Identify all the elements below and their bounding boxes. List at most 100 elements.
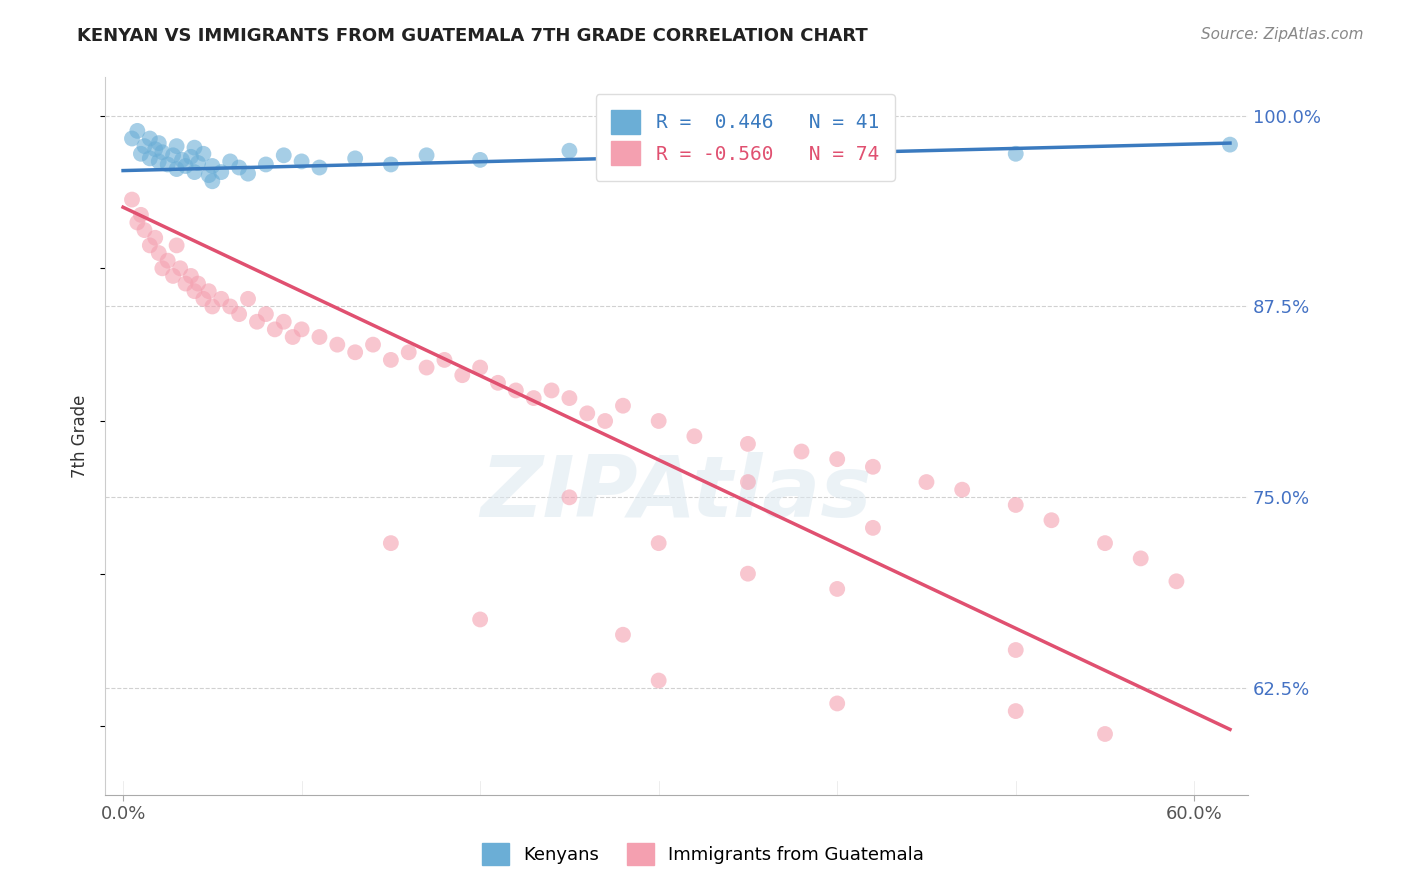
Point [180, 268, 202, 283]
Point [576, 406, 599, 420]
Point [236, 167, 259, 181]
Point [148, 136, 170, 150]
Point [398, 345, 420, 359]
Point [236, 292, 259, 306]
Point [1219, 137, 1241, 152]
Point [647, 150, 669, 164]
Point [209, 292, 232, 306]
Point [148, 154, 170, 169]
Point [219, 154, 242, 169]
Point [593, 414, 616, 428]
Point [162, 268, 184, 283]
Point [219, 300, 242, 314]
Point [612, 399, 634, 413]
Point [825, 452, 848, 467]
Y-axis label: 7th Grade: 7th Grade [72, 394, 89, 478]
Point [183, 165, 205, 179]
Point [737, 437, 759, 451]
Point [201, 159, 224, 173]
Point [121, 131, 143, 145]
Point [129, 146, 152, 161]
Point [415, 360, 437, 375]
Point [540, 384, 562, 398]
Point [263, 322, 285, 336]
Point [451, 368, 474, 383]
Point [209, 165, 232, 179]
Point [170, 153, 193, 167]
Point [183, 141, 205, 155]
Point [1040, 513, 1063, 527]
Point [174, 277, 197, 291]
Point [1004, 498, 1026, 512]
Point [612, 628, 634, 642]
Point [558, 391, 581, 405]
Point [150, 261, 173, 276]
Point [121, 193, 143, 207]
Point [254, 307, 277, 321]
Point [683, 429, 706, 443]
Point [558, 144, 581, 158]
Point [139, 131, 162, 145]
Point [174, 159, 197, 173]
Point [380, 157, 402, 171]
Point [361, 337, 384, 351]
Point [129, 208, 152, 222]
Point [915, 475, 938, 489]
Point [180, 150, 202, 164]
Point [1166, 574, 1188, 589]
Text: Source: ZipAtlas.com: Source: ZipAtlas.com [1201, 27, 1364, 42]
Point [197, 168, 219, 182]
Point [156, 253, 179, 268]
Point [308, 161, 330, 175]
Point [1004, 146, 1026, 161]
Point [505, 384, 527, 398]
Point [273, 315, 295, 329]
Point [150, 145, 173, 160]
Point [344, 152, 367, 166]
Point [201, 300, 224, 314]
Point [468, 612, 491, 626]
Point [134, 223, 156, 237]
Point [183, 284, 205, 298]
Point [169, 261, 191, 276]
Point [825, 697, 848, 711]
Point [143, 231, 166, 245]
Point [647, 536, 669, 550]
Point [254, 157, 277, 171]
Point [166, 139, 188, 153]
Point [737, 475, 759, 489]
Text: ZIPAtlas: ZIPAtlas [481, 452, 872, 535]
Point [148, 246, 170, 260]
Text: KENYAN VS IMMIGRANTS FROM GUATEMALA 7TH GRADE CORRELATION CHART: KENYAN VS IMMIGRANTS FROM GUATEMALA 7TH … [77, 27, 868, 45]
Point [201, 174, 224, 188]
Point [415, 148, 437, 162]
Point [127, 215, 149, 229]
Point [558, 491, 581, 505]
Point [433, 352, 456, 367]
Legend: R =  0.446   N = 41, R = -0.560   N = 74: R = 0.446 N = 41, R = -0.560 N = 74 [596, 95, 894, 181]
Point [380, 352, 402, 367]
Legend: Kenyans, Immigrants from Guatemala: Kenyans, Immigrants from Guatemala [472, 834, 934, 874]
Point [228, 161, 250, 175]
Point [380, 536, 402, 550]
Point [246, 315, 269, 329]
Point [187, 277, 209, 291]
Point [162, 148, 184, 162]
Point [273, 148, 295, 162]
Point [228, 307, 250, 321]
Point [281, 330, 304, 344]
Point [647, 414, 669, 428]
Point [326, 337, 349, 351]
Point [166, 162, 188, 177]
Point [1129, 551, 1152, 566]
Point [468, 360, 491, 375]
Point [166, 238, 188, 252]
Point [291, 322, 314, 336]
Point [790, 444, 813, 458]
Point [139, 238, 162, 252]
Point [197, 284, 219, 298]
Point [1094, 727, 1116, 741]
Point [862, 521, 884, 535]
Point [291, 154, 314, 169]
Point [862, 459, 884, 474]
